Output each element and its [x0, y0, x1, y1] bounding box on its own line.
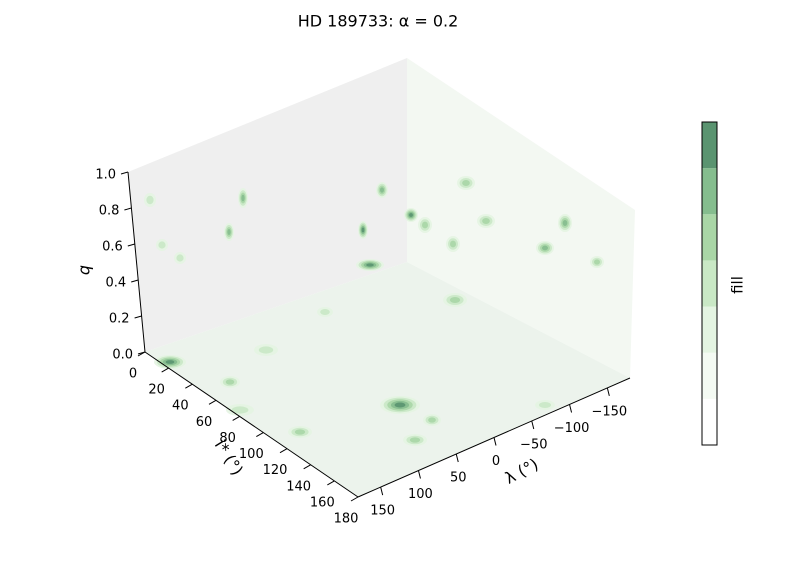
y-tick — [303, 464, 311, 470]
contour-blob — [380, 187, 384, 193]
contour-blob — [482, 218, 490, 224]
floor-pane — [145, 262, 630, 497]
z-tick — [131, 279, 139, 283]
y-tick — [279, 448, 288, 454]
contour-blob — [409, 437, 421, 443]
x-tick-label: −50 — [520, 437, 547, 452]
colorbar-label: fill — [729, 276, 747, 294]
contour-blob — [594, 259, 600, 265]
y-tick-label: 20 — [148, 383, 165, 398]
y-tick — [185, 383, 193, 389]
y-tick — [232, 416, 240, 421]
z-tick — [134, 315, 142, 319]
panes — [128, 58, 635, 497]
contour-blob — [409, 213, 413, 217]
contour-blob — [225, 379, 235, 385]
right-pane — [407, 58, 635, 378]
colorbar-band — [702, 398, 717, 445]
x-tick — [531, 420, 535, 430]
x-tick-label: −150 — [591, 404, 627, 419]
colorbar-band — [702, 168, 717, 215]
y-tick-label: 160 — [310, 495, 335, 510]
y-tick-label: 40 — [172, 399, 189, 414]
contour-blob — [320, 309, 330, 315]
contour-blob — [449, 297, 461, 303]
y-tick — [327, 480, 335, 486]
contour-blob — [450, 240, 456, 248]
contour-blob — [422, 221, 428, 229]
y-tick-label: 80 — [219, 431, 236, 446]
colorbar-band — [702, 260, 717, 307]
colorbar — [701, 121, 718, 446]
contour-blob — [231, 406, 249, 414]
x-axis-label: λ (°) — [502, 455, 542, 488]
colorbar-band — [702, 214, 717, 261]
chart-title: HD 189733: α = 0.2 — [298, 12, 459, 31]
z-tick-label: 0.4 — [106, 276, 127, 291]
contour-blob — [428, 417, 436, 423]
y-tick-label: 100 — [239, 447, 264, 462]
contour-blob — [241, 194, 245, 202]
contour-blob — [294, 429, 306, 435]
z-tick-label: 0.0 — [112, 348, 133, 363]
contour-blob — [258, 346, 274, 354]
colorbar-frame — [701, 121, 718, 446]
contour-blob — [366, 263, 374, 267]
x-tick-label: −100 — [554, 421, 590, 436]
x-tick-label: 0 — [492, 454, 500, 469]
x-tick-label: 100 — [408, 487, 433, 502]
x-tick-label: 150 — [370, 504, 395, 519]
y-tick-label: 0 — [129, 367, 137, 382]
x-tick — [493, 437, 497, 446]
left-pane — [128, 58, 407, 352]
contour-blob — [176, 254, 184, 262]
contour-blob — [158, 241, 166, 249]
y-tick — [256, 432, 264, 437]
z-axis-label: q — [75, 265, 94, 275]
z-tick-label: 0.8 — [99, 204, 120, 219]
colorbar-band — [702, 122, 717, 169]
y-tick-label: 140 — [286, 479, 311, 494]
z-tick-label: 0.6 — [102, 240, 123, 255]
x-tick — [569, 404, 573, 413]
z-axis-line — [127, 171, 146, 353]
contour-blob — [539, 402, 551, 408]
contour-blob — [462, 180, 470, 186]
z-tick — [120, 171, 129, 175]
contour-blob — [562, 220, 568, 226]
z-tick-label: 1.0 — [95, 168, 116, 183]
x-tick — [417, 470, 421, 479]
z-tick — [127, 243, 135, 247]
z-tick-label: 0.2 — [109, 312, 130, 327]
contour-blob — [146, 195, 154, 205]
colorbar-band — [702, 306, 717, 353]
y-tick — [350, 496, 359, 502]
y-tick-label: 60 — [196, 415, 213, 430]
y-tick — [208, 399, 217, 405]
contour-blob — [227, 229, 231, 235]
contour-blob — [394, 402, 406, 408]
contour-blob — [165, 360, 175, 364]
x-tick — [380, 486, 384, 496]
y-tick — [137, 351, 146, 357]
colorbar-band — [702, 352, 717, 399]
z-tick — [124, 207, 132, 211]
contours — [144, 176, 604, 446]
contour-blob — [361, 227, 365, 233]
y-tick — [161, 367, 169, 373]
y-tick-label: 120 — [263, 463, 288, 478]
axes: 0.00.20.40.60.81.00204060801001201401601… — [95, 168, 631, 527]
y-tick-label: 180 — [334, 512, 359, 527]
contour-blob — [542, 245, 548, 251]
y-axis-line — [144, 351, 359, 498]
x-tick-label: 50 — [450, 471, 467, 486]
x-tick — [455, 453, 459, 463]
x-tick — [606, 387, 610, 397]
